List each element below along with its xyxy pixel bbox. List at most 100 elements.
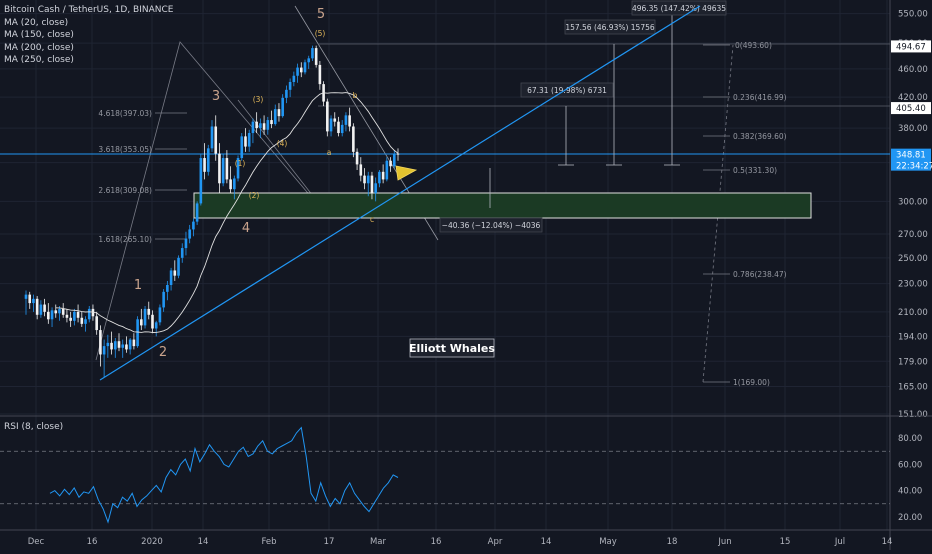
y-tick-label: 420.00	[898, 93, 928, 103]
candle-body	[348, 115, 351, 127]
chart-legend: Bitcoin Cash / TetherUS, 1D, BINANCE MA …	[4, 4, 173, 67]
candle-body	[99, 330, 102, 355]
candle-body	[47, 311, 50, 320]
indicator-ma150[interactable]: MA (150, close)	[4, 30, 74, 40]
candle-body	[244, 136, 247, 147]
candle-body	[154, 322, 158, 329]
watermark-box	[409, 338, 495, 358]
x-tick-label: Jun	[717, 537, 731, 547]
candle-body	[143, 308, 147, 326]
x-tick-label: 16	[431, 537, 442, 547]
candle-body	[344, 115, 348, 125]
y-tick-label: 550.00	[898, 10, 928, 20]
candle-body	[169, 270, 173, 285]
indicator-ma250[interactable]: MA (250, close)	[4, 55, 74, 65]
candle-body	[106, 342, 110, 347]
measure-label-box	[564, 19, 656, 35]
candle-body	[173, 270, 177, 276]
candle-body	[206, 148, 210, 172]
candle-body	[188, 229, 191, 239]
y-tick-label: 210.00	[898, 308, 928, 318]
x-tick-label: 14	[541, 537, 552, 547]
candle-body	[177, 257, 180, 276]
measure-label-box	[439, 217, 543, 233]
candle-body	[113, 341, 117, 350]
candle-body	[199, 158, 203, 204]
candle-body	[363, 175, 366, 184]
candle-body	[54, 310, 58, 314]
price-tag-405.40	[891, 102, 931, 115]
candle-body	[58, 308, 61, 314]
indicator-ma200[interactable]: MA (200, close)	[4, 42, 74, 53]
candle-body	[314, 48, 318, 65]
candle-body	[299, 67, 303, 73]
candle-body	[69, 317, 72, 321]
wave-label: (2)	[249, 191, 260, 200]
measure-label-box	[520, 82, 614, 98]
candle-body	[184, 238, 188, 249]
price-tag-text: 494.67	[896, 42, 926, 52]
candle-body	[378, 171, 381, 184]
candle-body	[102, 346, 106, 355]
candle-body	[396, 153, 400, 155]
y-tick-label: 230.00	[898, 280, 928, 290]
candle-body	[162, 291, 165, 308]
candle-body	[84, 319, 87, 324]
candle-body	[128, 339, 132, 350]
candle-body	[125, 344, 128, 350]
indicator-ma20[interactable]: MA (20, close)	[4, 17, 69, 28]
wave-label: 5	[317, 7, 325, 22]
wave-label: 3	[212, 89, 220, 104]
candle-body	[210, 126, 214, 149]
candle-body	[370, 175, 374, 194]
wave-label: (3)	[253, 95, 264, 104]
candle-body	[80, 317, 84, 324]
candle-body	[307, 58, 311, 63]
x-tick-label: 14	[198, 537, 209, 547]
candle-body	[318, 64, 322, 85]
wave-outline	[95, 41, 319, 361]
candle-body	[337, 121, 340, 134]
candle-body	[333, 118, 337, 122]
y-tick-label: 250.00	[898, 254, 928, 264]
wave-label: 1	[134, 278, 142, 293]
candle-body	[50, 310, 54, 320]
y-tick-label: 165.00	[898, 383, 928, 393]
candle-body	[288, 82, 292, 90]
candle-body	[259, 123, 262, 129]
x-tick-label: 2020	[141, 537, 163, 547]
x-tick-label: 15	[780, 537, 791, 547]
measure-label: −40.36 (−12.04%) −4036	[442, 221, 541, 230]
price-tag-text: 348.81	[896, 151, 926, 161]
candle-body	[255, 121, 258, 129]
wave-label: 2	[159, 345, 167, 360]
price-tag-348.81	[891, 148, 931, 171]
wave-label: a	[327, 148, 332, 157]
candle-body	[91, 308, 95, 317]
rsi-tick-label: 80.00	[898, 434, 922, 444]
candle-body	[352, 126, 355, 152]
measure-label: 496.35 (147.42%) 49635	[632, 4, 726, 13]
candle-body	[247, 133, 251, 147]
fib-ret-label: 0.5(331.30)	[733, 166, 777, 175]
candle-body	[110, 342, 113, 350]
fib-ext-label: 2.618(309.08)	[98, 186, 152, 195]
symbol-title: Bitcoin Cash / TetherUS, 1D, BINANCE	[4, 5, 174, 15]
candle-body	[229, 179, 232, 190]
candle-body	[73, 311, 76, 321]
candle-body	[214, 126, 218, 154]
candle-body	[311, 48, 314, 59]
ma20-line	[55, 92, 399, 333]
fib-ret-label: 0(493.60)	[735, 41, 772, 50]
triangle-marker	[395, 165, 418, 181]
y-tick-label: 194.00	[898, 332, 928, 342]
rsi-title[interactable]: RSI (8, close)	[4, 422, 64, 432]
rsi-line	[49, 426, 399, 524]
x-tick-label: Apr	[488, 537, 503, 547]
x-tick-label: May	[599, 537, 617, 547]
measure-label: 67.31 (19.98%) 6731	[527, 86, 607, 95]
fib-ext-label: 1.618(265.10)	[98, 235, 152, 244]
candle-body	[329, 118, 333, 132]
